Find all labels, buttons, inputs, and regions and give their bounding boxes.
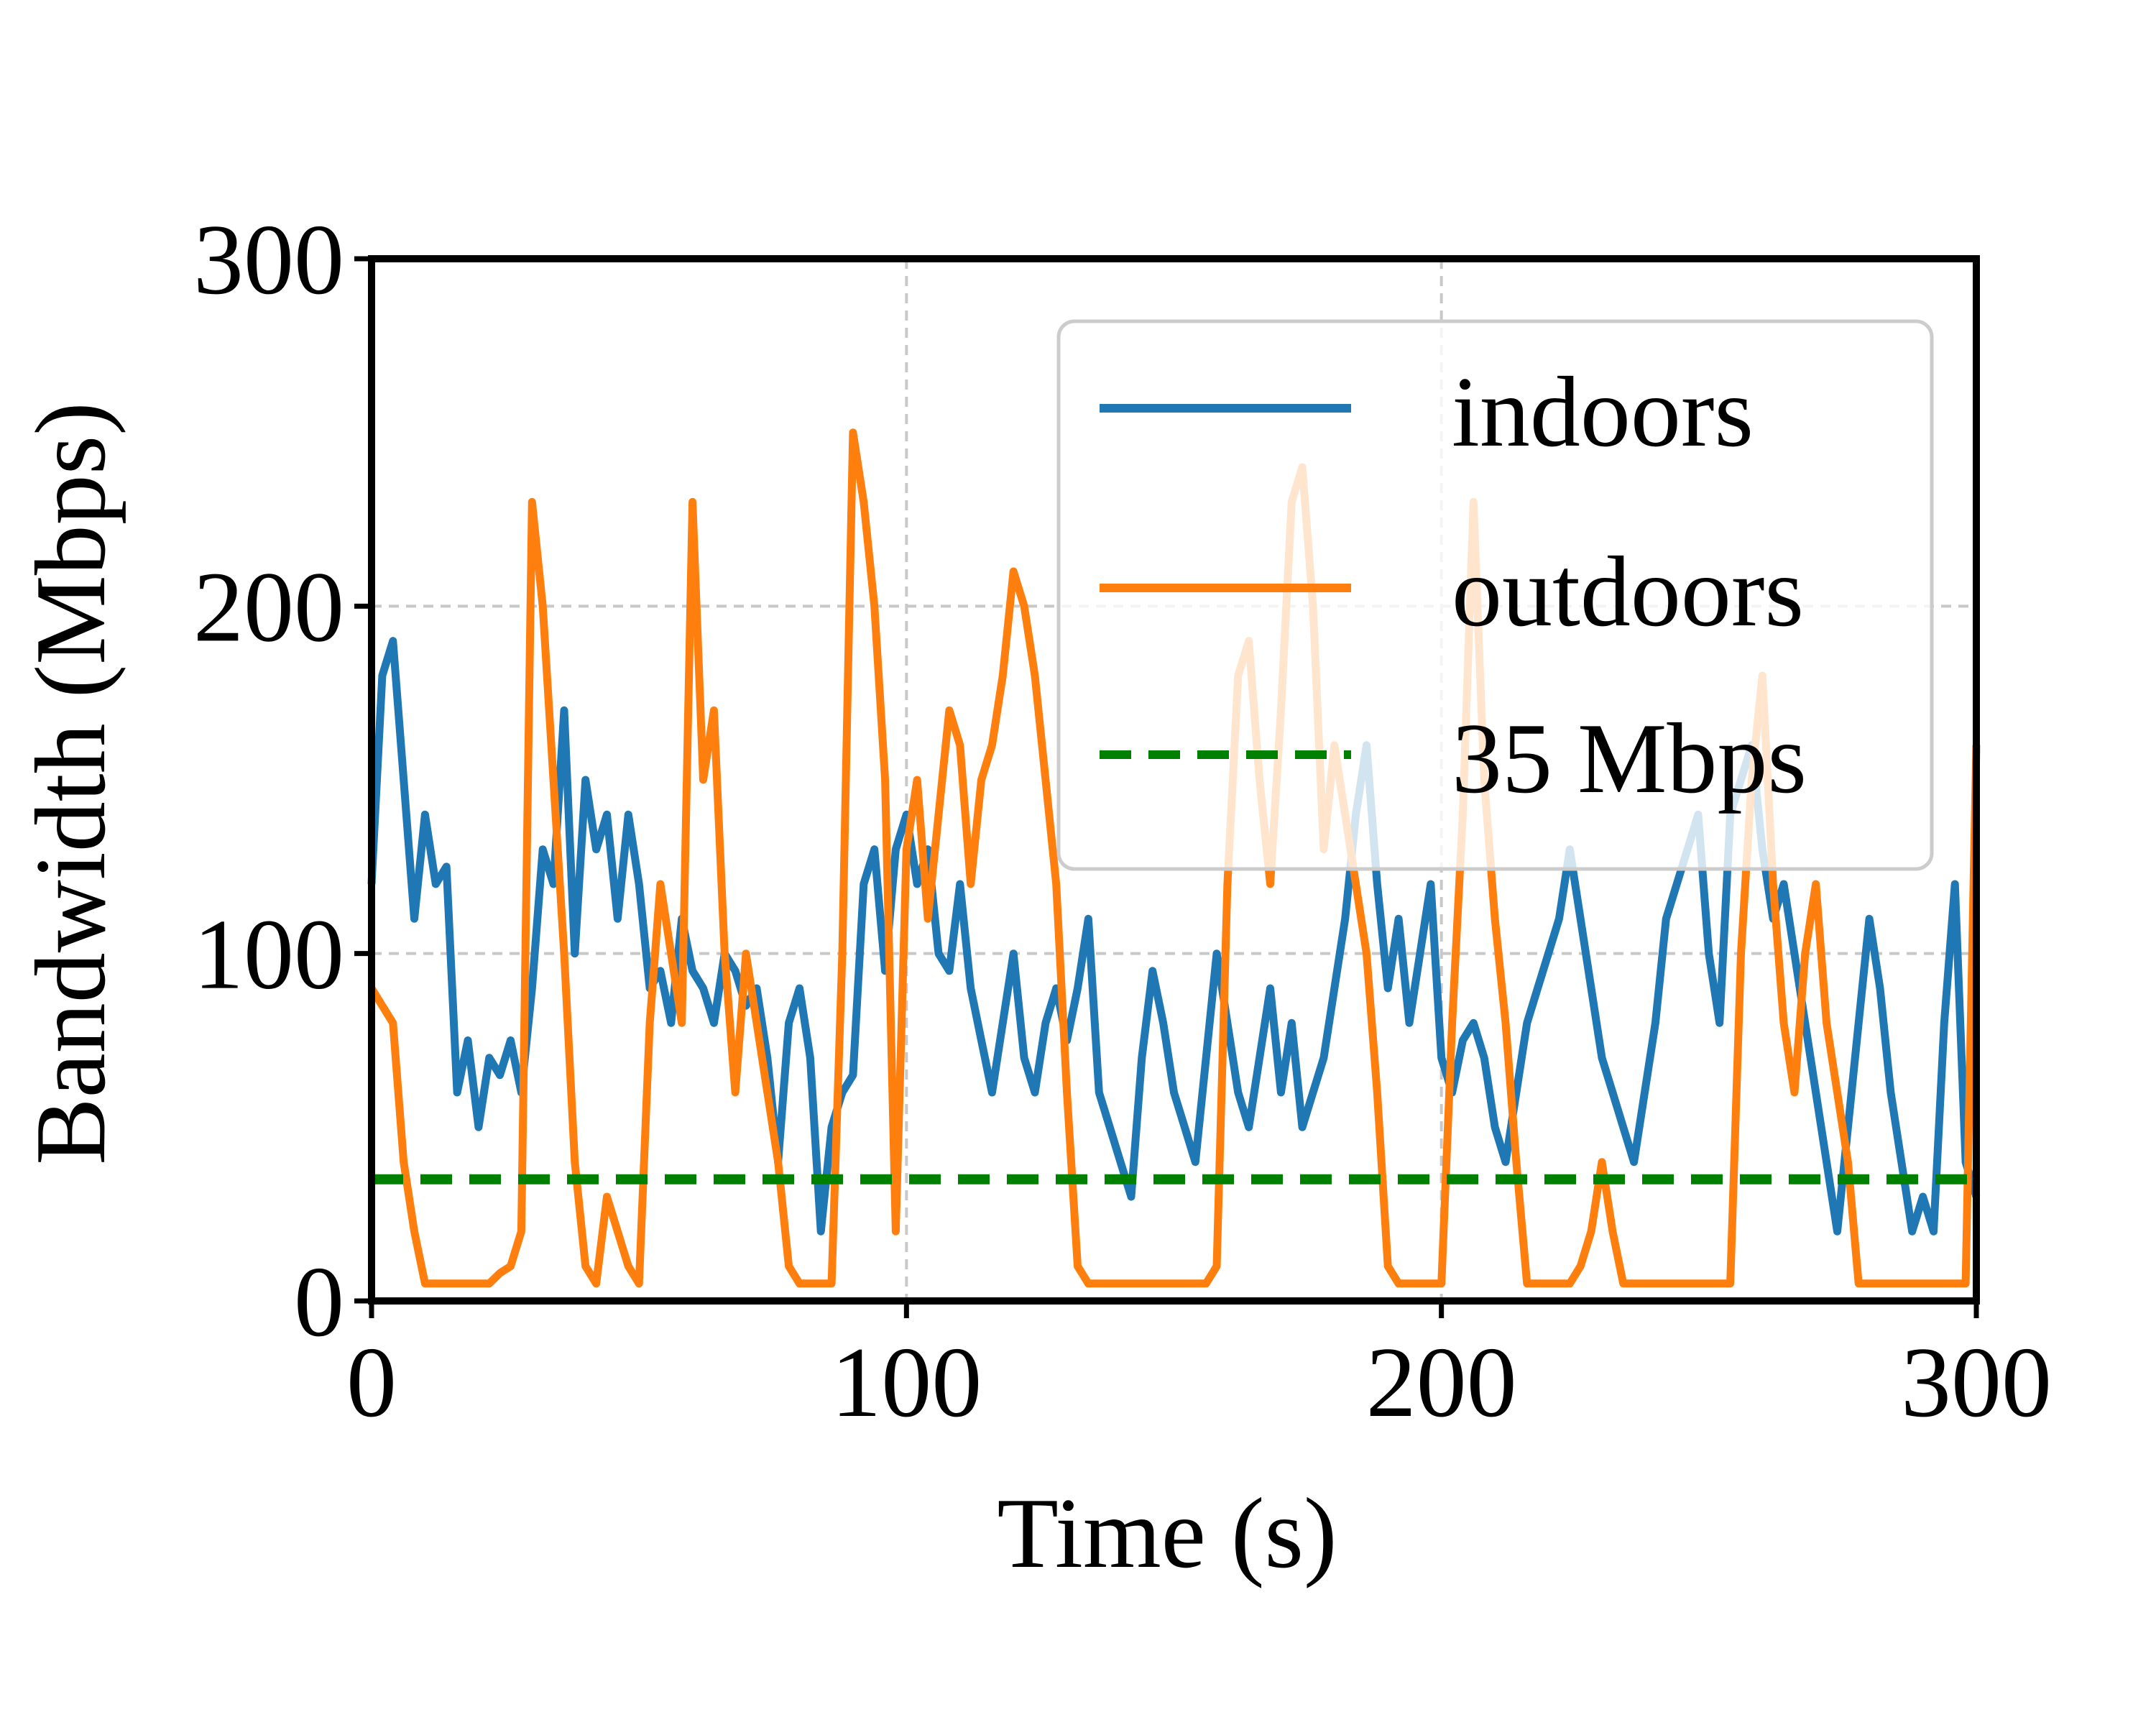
y-tick-label: 200	[193, 551, 344, 663]
legend: indoors outdoors 35 Mbps	[1056, 319, 1934, 871]
series-line-indoors	[367, 637, 1981, 1236]
series-line-outdoors	[368, 428, 1981, 1288]
series-layer	[367, 428, 1981, 1288]
legend-label-outdoors: outdoors	[1452, 536, 1804, 648]
y-tick-label: 300	[193, 204, 344, 316]
legend-label-35-mbps: 35 Mbps	[1452, 703, 1807, 814]
y-tick-label: 100	[193, 899, 344, 1011]
x-tick-label: 100	[831, 1327, 982, 1438]
x-tick-label: 200	[1366, 1327, 1517, 1438]
x-tick-label: 0	[346, 1327, 397, 1438]
y-tick-label: 0	[294, 1246, 344, 1358]
plot-frame	[368, 255, 1980, 1305]
legend-label-indoors: indoors	[1452, 356, 1754, 468]
x-axis-title: Time (s)	[997, 1478, 1337, 1589]
tick-layer: 0 100 200 300 0 100 200 300	[193, 204, 2052, 1438]
y-axis-title: Bandwidth (Mbps)	[15, 402, 126, 1165]
x-tick-label: 300	[1901, 1327, 2052, 1438]
legend-box	[1056, 319, 1934, 871]
